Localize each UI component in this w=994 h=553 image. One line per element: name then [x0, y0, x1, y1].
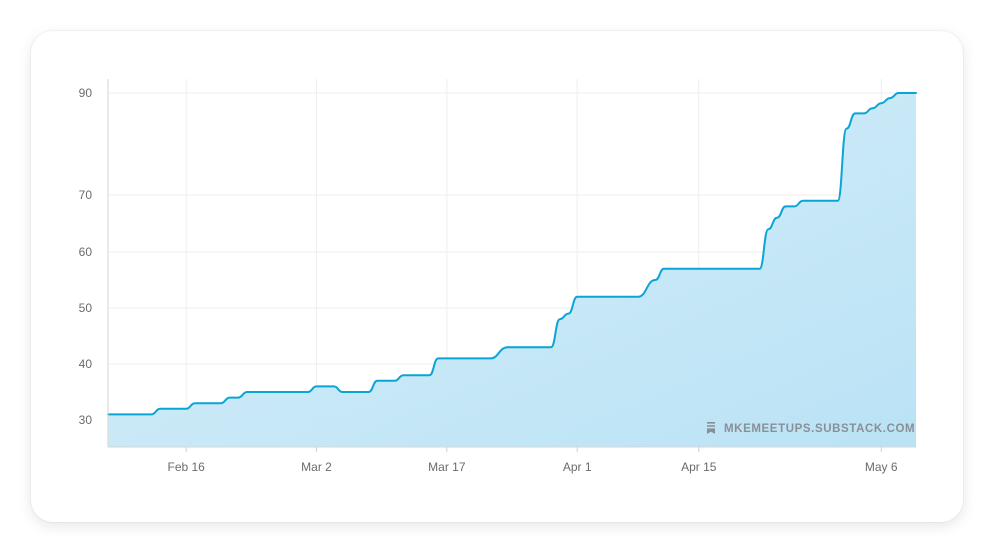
watermark: MKEMEETUPS.SUBSTACK.COM — [707, 422, 915, 435]
series-line — [107, 92, 917, 416]
x-tick-label: Feb 16 — [168, 460, 206, 474]
x-tick-label: Apr 15 — [681, 460, 717, 474]
x-tick-label: Mar 2 — [301, 460, 332, 474]
x-axis-ticks: Feb 16 Mar 2 Mar 17 Apr 1 Apr 15 May 6 — [168, 447, 898, 474]
y-tick-label: 50 — [79, 301, 93, 315]
x-tick-label: Apr 1 — [563, 460, 592, 474]
series-area — [108, 93, 916, 447]
area-layer — [107, 92, 917, 447]
y-tick-label: 40 — [79, 357, 93, 371]
watermark-text: MKEMEETUPS.SUBSTACK.COM — [724, 423, 915, 435]
axes — [107, 79, 916, 448]
chart-card: Feb 16 Mar 2 Mar 17 Apr 1 Apr 15 May 6 30 40 50… — [31, 31, 963, 522]
y-tick-label: 70 — [79, 188, 93, 202]
y-tick-label: 60 — [79, 245, 93, 259]
y-tick-label: 30 — [79, 413, 93, 427]
substack-logo-icon — [707, 422, 715, 434]
x-tick-label: Mar 17 — [428, 460, 466, 474]
y-tick-label: 90 — [79, 86, 93, 100]
x-tick-label: May 6 — [865, 460, 898, 474]
y-axis-ticks: 30 40 50 60 70 90 — [79, 86, 93, 427]
subscriber-growth-chart: Feb 16 Mar 2 Mar 17 Apr 1 Apr 15 May 6 30 40 50… — [79, 79, 917, 474]
